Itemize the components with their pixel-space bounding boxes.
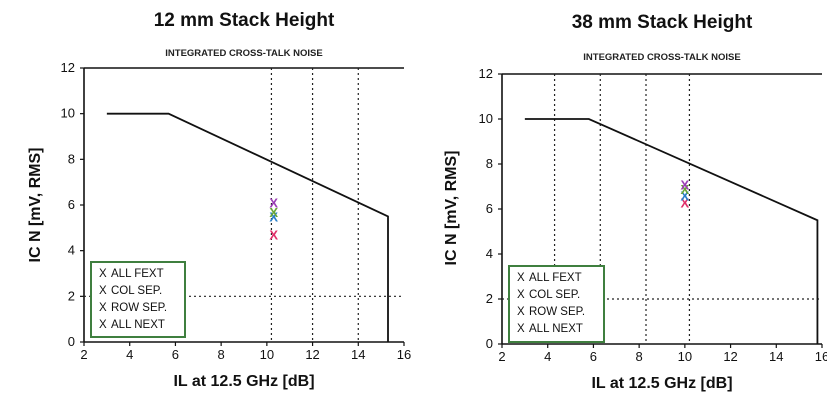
x-tick-label: 4 [126, 347, 133, 362]
data-point-all-fext: X [269, 228, 278, 243]
legend-entry: ROW SEP. [529, 306, 585, 318]
data-point-col-sep: X [269, 209, 278, 224]
chart-subtitle: INTEGRATED CROSS-TALK NOISE [165, 48, 322, 59]
chart-title: 12 mm Stack Height [154, 10, 335, 31]
x-tick-label: 16 [815, 349, 827, 364]
data-point-row-sep: X [269, 205, 278, 220]
y-axis-label: IC N [mV, RMS] [443, 151, 460, 266]
legend-entry: ALL FEXT [111, 268, 164, 280]
y-tick-label: 2 [68, 288, 75, 303]
data-point-row-sep: X [681, 182, 690, 197]
data-point-all-fext: X [681, 195, 690, 210]
y-tick-label: 8 [486, 156, 493, 171]
y-tick-label: 6 [68, 197, 75, 212]
x-tick-label: 12 [305, 347, 319, 362]
legend-marker: X [99, 319, 107, 331]
y-tick-label: 4 [486, 246, 493, 261]
chart-title: 38 mm Stack Height [572, 12, 753, 33]
legend-marker: X [99, 285, 107, 297]
x-tick-label: 12 [723, 349, 737, 364]
x-tick-label: 8 [218, 347, 225, 362]
x-tick-label: 2 [80, 347, 87, 362]
y-tick-label: 6 [486, 201, 493, 216]
legend-marker: X [517, 306, 525, 318]
x-tick-label: 4 [544, 349, 551, 364]
y-tick-label: 4 [68, 243, 75, 258]
data-point-col-sep: X [681, 189, 690, 204]
x-tick-label: 6 [590, 349, 597, 364]
data-point-all-next: X [269, 196, 278, 211]
legend-marker: X [99, 268, 107, 280]
legend-entry: ROW SEP. [111, 302, 167, 314]
legend-marker: X [517, 289, 525, 301]
x-axis-label: IL at 12.5 GHz [dB] [591, 375, 732, 392]
y-axis-label: IC N [mV, RMS] [27, 148, 44, 263]
y-tick-label: 2 [486, 291, 493, 306]
limit-line [524, 118, 819, 344]
legend-entry: COL SEP. [111, 285, 162, 297]
chart-subtitle: INTEGRATED CROSS-TALK NOISE [583, 52, 740, 63]
legend-entry: COL SEP. [529, 289, 580, 301]
x-tick-label: 14 [769, 349, 783, 364]
legend-marker: X [517, 323, 525, 335]
y-tick-label: 12 [479, 66, 493, 81]
legend-box [90, 261, 186, 338]
y-tick-label: 12 [61, 60, 75, 75]
chart-panel-38mm: 38 mm Stack Height INTEGRATED CROSS-TALK … [443, 12, 827, 392]
legend-marker: X [99, 302, 107, 314]
data-point-all-next: X [681, 177, 690, 192]
y-tick-label: 0 [486, 336, 493, 351]
legend-entry: ALL FEXT [529, 272, 582, 284]
legend-marker: X [517, 272, 525, 284]
y-tick-label: 8 [68, 151, 75, 166]
legend-entry: ALL NEXT [529, 323, 583, 335]
x-tick-label: 10 [678, 349, 692, 364]
y-tick-label: 10 [61, 106, 75, 121]
y-tick-label: 0 [68, 334, 75, 349]
x-tick-label: 16 [397, 347, 411, 362]
x-tick-label: 10 [260, 347, 274, 362]
limit-line [106, 112, 389, 342]
chart-panel-12mm: 12 mm Stack Height INTEGRATED CROSS-TALK … [27, 10, 411, 390]
legend-entry: ALL NEXT [111, 319, 165, 331]
y-tick-label: 10 [479, 111, 493, 126]
x-tick-label: 8 [636, 349, 643, 364]
x-tick-label: 14 [351, 347, 365, 362]
x-tick-label: 2 [498, 349, 505, 364]
legend-box [508, 265, 605, 343]
x-axis-label: IL at 12.5 GHz [dB] [173, 373, 314, 390]
x-tick-label: 6 [172, 347, 179, 362]
